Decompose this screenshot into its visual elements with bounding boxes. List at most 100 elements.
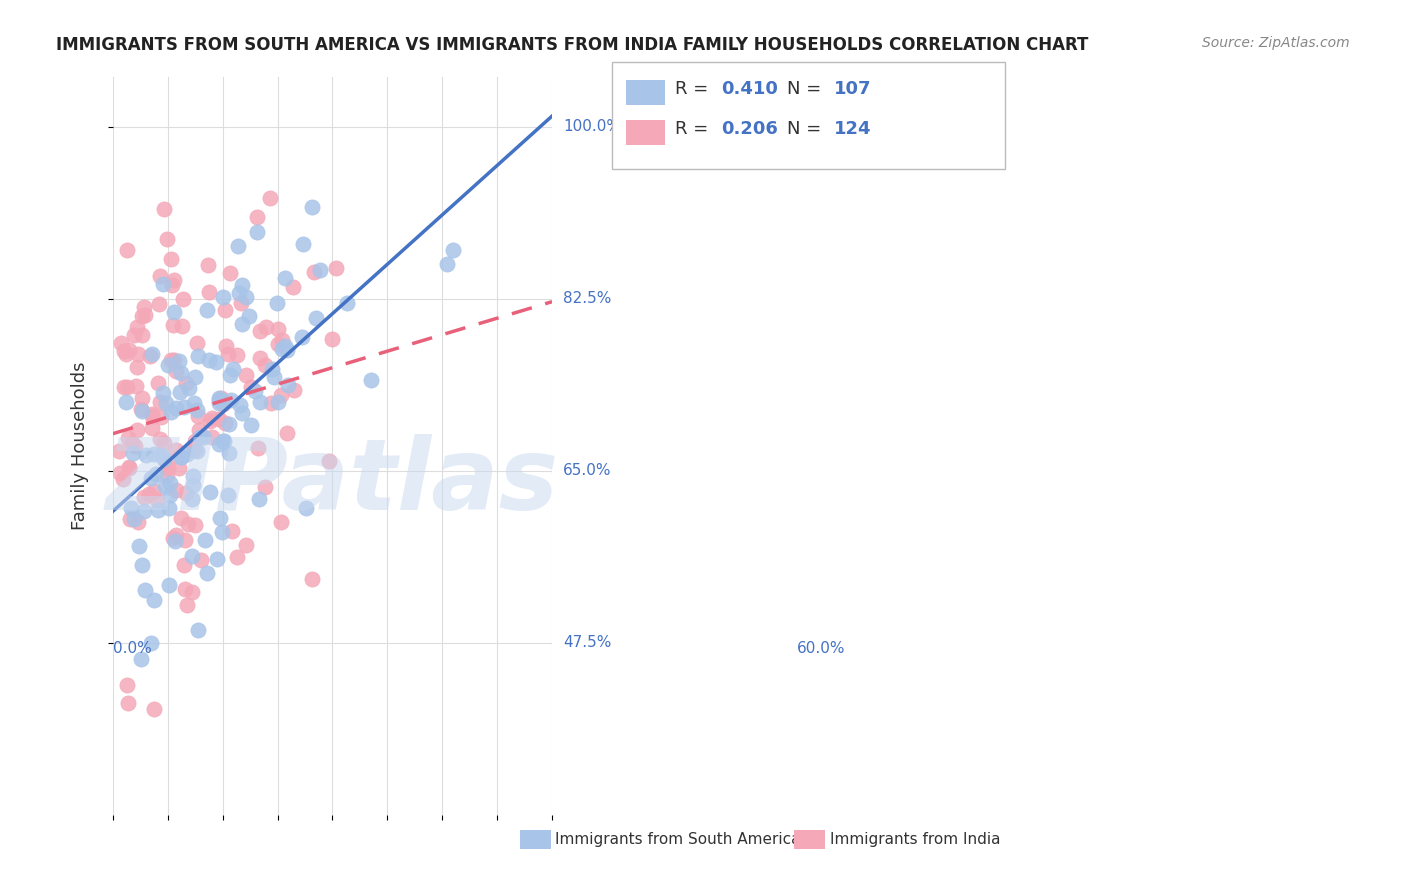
Point — [149, 395, 172, 409]
Point — [209, 391, 232, 405]
Point — [218, 266, 240, 280]
Point — [152, 277, 174, 292]
Point — [266, 322, 288, 336]
Point — [117, 380, 139, 394]
Point — [143, 484, 166, 499]
Point — [270, 516, 292, 530]
Point — [180, 549, 202, 563]
Point — [112, 380, 135, 394]
Point — [186, 402, 208, 417]
Point — [122, 511, 145, 525]
Point — [163, 272, 186, 286]
Point — [249, 325, 271, 339]
Point — [229, 398, 252, 412]
Point — [249, 351, 271, 365]
Point — [121, 436, 143, 450]
Point — [173, 558, 195, 572]
Point — [207, 393, 229, 408]
Point — [125, 320, 148, 334]
Point — [302, 265, 325, 279]
Point — [198, 414, 221, 428]
Text: 107: 107 — [834, 80, 872, 98]
Point — [134, 504, 156, 518]
Point — [131, 327, 153, 342]
Point — [131, 309, 153, 323]
Point — [240, 380, 263, 394]
Point — [205, 355, 228, 369]
Point — [152, 386, 174, 401]
Point — [247, 442, 270, 456]
Point — [188, 423, 211, 437]
Point — [218, 417, 240, 431]
Point — [176, 598, 198, 612]
Point — [170, 319, 193, 334]
Point — [174, 486, 197, 500]
Point — [305, 311, 328, 326]
Point — [228, 286, 250, 301]
Point — [208, 436, 231, 450]
Point — [146, 493, 169, 508]
Point — [141, 421, 163, 435]
Point — [142, 701, 165, 715]
Point — [156, 468, 179, 483]
Point — [211, 524, 233, 539]
Point — [120, 501, 142, 516]
Point — [112, 472, 135, 486]
Point — [148, 268, 170, 283]
Point — [208, 396, 231, 410]
Point — [108, 444, 131, 458]
Point — [122, 328, 145, 343]
Point — [169, 450, 191, 464]
Point — [115, 678, 138, 692]
Point — [115, 243, 138, 257]
Point — [184, 434, 207, 448]
Point — [127, 346, 149, 360]
Point — [183, 396, 205, 410]
Point — [270, 388, 292, 402]
Point — [181, 585, 204, 599]
Point — [157, 577, 180, 591]
Point — [160, 252, 183, 266]
Point — [125, 360, 148, 375]
Point — [162, 353, 184, 368]
Point — [181, 469, 204, 483]
Point — [112, 343, 135, 358]
Point — [156, 358, 179, 372]
Point — [222, 362, 245, 376]
Text: Immigrants from South America: Immigrants from South America — [555, 832, 801, 847]
Point — [122, 446, 145, 460]
Point — [160, 352, 183, 367]
Point — [172, 292, 194, 306]
Point — [235, 538, 257, 552]
Point — [266, 295, 288, 310]
Point — [292, 236, 315, 251]
Point — [131, 558, 153, 573]
Point — [125, 378, 148, 392]
Point — [193, 430, 215, 444]
Point — [214, 434, 236, 448]
Point — [108, 467, 131, 481]
Point — [118, 460, 141, 475]
Point — [134, 490, 156, 504]
Point — [283, 384, 305, 398]
Point — [217, 347, 239, 361]
Point — [160, 277, 183, 292]
Point — [155, 396, 177, 410]
Point — [157, 461, 180, 475]
Point — [208, 510, 231, 524]
Point — [207, 412, 229, 426]
Point — [183, 443, 205, 458]
Text: R =: R = — [675, 80, 714, 98]
Point — [441, 243, 464, 257]
Point — [176, 446, 198, 460]
Point — [134, 308, 156, 322]
Point — [214, 416, 236, 430]
Point — [231, 278, 253, 293]
Point — [219, 392, 242, 407]
Point — [167, 461, 190, 475]
Point — [194, 533, 217, 547]
Point — [201, 410, 224, 425]
Text: 0.206: 0.206 — [721, 120, 778, 138]
Point — [214, 302, 236, 317]
Point — [153, 452, 176, 467]
